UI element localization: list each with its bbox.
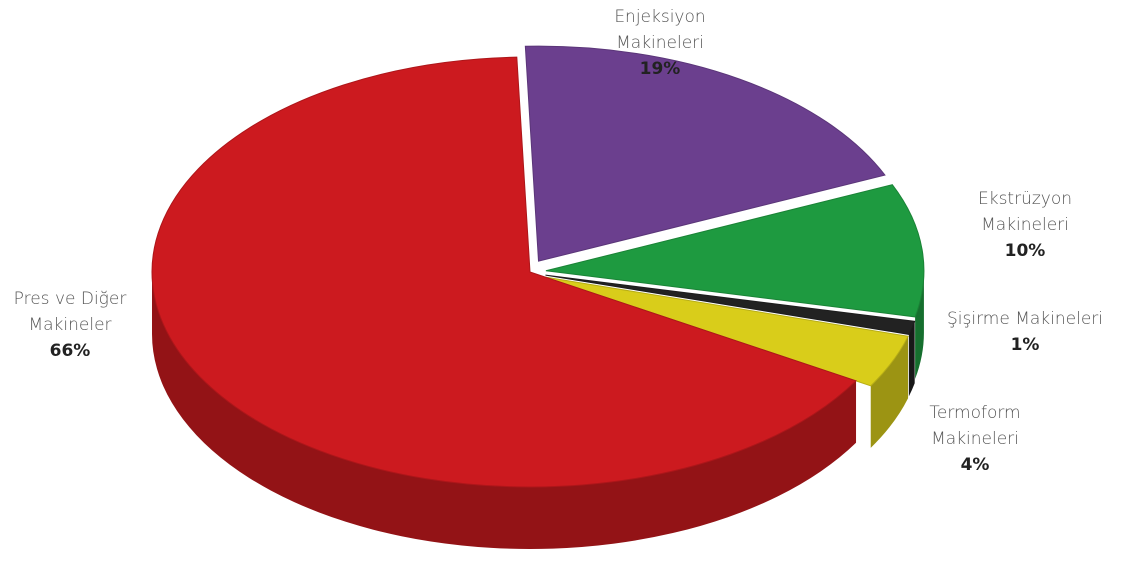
slice-side [870, 336, 909, 448]
category-label: Pres ve Diğer Makineler [13, 289, 127, 335]
slice-label: Termoform Makineleri 4% [905, 400, 1045, 478]
category-label: Ekstrüzyon Makineleri [977, 189, 1073, 235]
category-label: Şişirme Makineleri [947, 309, 1103, 329]
slice [544, 276, 909, 387]
value-label: 1% [1010, 335, 1040, 355]
slice-label: Pres ve Diğer Makineler 66% [0, 286, 140, 364]
value-label: 10% [1004, 241, 1046, 261]
slice [545, 274, 916, 335]
slice-label: Şişirme Makineleri 1% [935, 306, 1115, 358]
slice-label: Ekstrüzyon Makineleri 10% [935, 186, 1115, 264]
slice-sides [152, 270, 924, 549]
slice-tops [151, 45, 925, 488]
slice [151, 56, 857, 488]
value-label: 19% [639, 59, 681, 79]
slice [545, 184, 925, 318]
slice-side [908, 321, 915, 397]
slice [524, 45, 886, 262]
slice-side [152, 272, 857, 549]
category-label: Enjeksiyon Makineleri [614, 7, 706, 53]
value-label: 4% [960, 455, 990, 475]
category-label: Termoform Makineleri [929, 403, 1021, 449]
slice-side [915, 270, 924, 379]
value-label: 66% [49, 341, 91, 361]
slice-label: Enjeksiyon Makineleri 19% [570, 4, 750, 82]
